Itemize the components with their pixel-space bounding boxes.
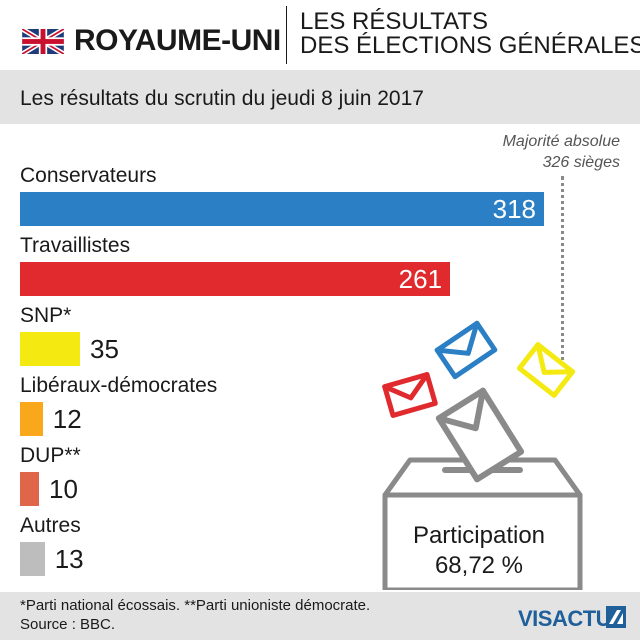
majority-label-line1: Majorité absolue <box>502 133 620 150</box>
subtitle-band <box>0 70 640 124</box>
ballot-box-icon <box>382 320 583 590</box>
category-label: Libéraux-démocrates <box>20 374 218 397</box>
bar <box>20 402 43 436</box>
header: ROYAUME-UNI LES RÉSULTATS DES ÉLECTIONS … <box>0 0 640 70</box>
category-label: Travaillistes <box>20 234 131 257</box>
bar-value-label: 13 <box>54 544 84 574</box>
majority-reference-line <box>561 176 565 386</box>
bar <box>20 332 80 366</box>
bar <box>20 472 39 506</box>
bar-value-label: 318 <box>492 194 536 224</box>
bar-value-label: 10 <box>49 474 78 504</box>
category-label: SNP* <box>20 304 72 327</box>
red-envelope-icon <box>382 372 438 418</box>
category-label: Conservateurs <box>20 164 157 187</box>
header-title-line2: DES ÉLECTIONS GÉNÉRALES <box>300 32 640 59</box>
bar <box>20 262 451 296</box>
majority-annotation: Majorité absolue 326 sièges <box>456 131 620 173</box>
grey-envelope-icon <box>435 387 525 483</box>
bar-value-label: 261 <box>398 264 443 294</box>
visactu-logo: VISACTU <box>518 606 626 631</box>
chart-subtitle: Les résultats du scrutin du jeudi 8 juin… <box>20 87 424 110</box>
header-title-line1: LES RÉSULTATS <box>300 8 489 35</box>
source-note: Source : BBC. <box>20 616 116 633</box>
svg-text:VISACTU: VISACTU <box>518 606 611 631</box>
blue-envelope-icon <box>434 320 498 380</box>
bar-value-label: 35 <box>90 334 119 364</box>
category-label: DUP** <box>20 444 81 467</box>
participation-value: 68,72 % <box>434 552 524 579</box>
header-title: LES RÉSULTATS DES ÉLECTIONS GÉNÉRALES <box>300 10 640 58</box>
bar <box>20 192 544 226</box>
country-name: ROYAUME-UNI <box>74 24 281 57</box>
participation-label: Participation <box>412 522 546 549</box>
category-label: Autres <box>20 514 81 537</box>
header-divider <box>286 6 287 64</box>
footer-band <box>0 592 640 640</box>
yellow-envelope-icon <box>516 342 576 398</box>
footnote: *Parti national écossais. **Parti unioni… <box>20 597 371 614</box>
majority-label-line2: 326 sièges <box>542 154 620 171</box>
uk-flag-icon <box>22 29 64 54</box>
bar-value-label: 12 <box>52 404 82 434</box>
bar <box>20 542 45 576</box>
